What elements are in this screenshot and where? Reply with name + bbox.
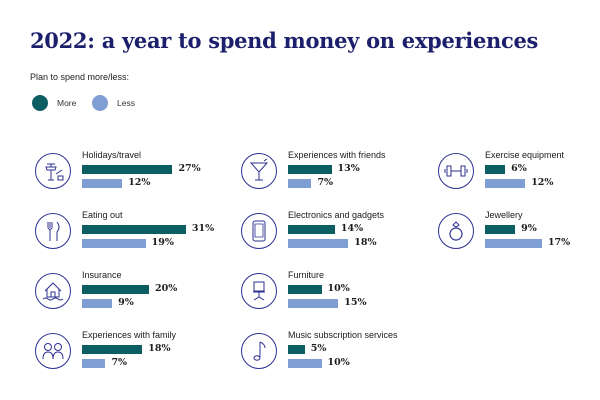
value-label-more: 9%	[521, 223, 537, 234]
category-label: Electronics and gadgets	[288, 210, 385, 220]
family-icon	[34, 332, 72, 370]
travel-icon	[34, 152, 72, 190]
category-label: Experiences with family	[82, 330, 177, 340]
bar-more	[82, 165, 173, 174]
legend-label-more: More	[57, 98, 77, 108]
value-label-less: 7%	[317, 177, 334, 188]
value-label-less: 18%	[354, 237, 377, 248]
bar-more	[288, 285, 322, 294]
value-label-more: 5%	[310, 343, 327, 354]
bar-more	[82, 285, 149, 294]
bar-more	[485, 165, 506, 174]
bar-more	[288, 345, 305, 354]
value-label-less: 7%	[111, 357, 128, 368]
cocktail-icon	[240, 152, 278, 190]
value-label-more: 14%	[340, 223, 364, 234]
category-label: Music subscription services	[288, 330, 398, 340]
ring-icon	[437, 212, 475, 250]
value-label-less: 12%	[128, 177, 151, 188]
value-label-less: 12%	[531, 177, 554, 188]
bar-less	[82, 299, 113, 308]
bar-more	[288, 225, 335, 234]
bar-less	[288, 359, 322, 368]
value-label-less: 10%	[327, 357, 350, 368]
value-label-more: 20%	[155, 283, 178, 294]
category-label: Experiences with friends	[288, 150, 386, 160]
category-experiences-with-family: Experiences with family 18% 7%	[34, 330, 224, 382]
music-note-icon	[240, 332, 278, 370]
bar-less	[82, 179, 123, 188]
bar-less	[82, 359, 106, 368]
value-label-less: 17%	[547, 237, 571, 248]
value-label-less: 19%	[151, 237, 174, 248]
category-exercise-equipment: Exercise equipment 6% 12%	[437, 150, 600, 202]
bar-less	[288, 179, 312, 188]
bar-less	[485, 239, 542, 248]
value-label-more: 27%	[178, 163, 201, 174]
bar-more	[288, 165, 332, 174]
value-label-more: 31%	[191, 223, 215, 234]
category-label: Jewellery	[485, 210, 523, 220]
legend-swatch-less	[92, 95, 108, 111]
legend-title: Plan to spend more/less:	[30, 72, 130, 82]
value-label-less: 15%	[344, 297, 367, 308]
chart-title: 2022: a year to spend money on experienc…	[30, 28, 539, 53]
bar-less	[82, 239, 146, 248]
category-label: Exercise equipment	[485, 150, 565, 160]
category-music-subscription-services: Music subscription services 5% 10%	[240, 330, 430, 382]
dumbbell-icon	[437, 152, 475, 190]
category-label: Insurance	[82, 270, 122, 280]
value-label-more: 10%	[327, 283, 350, 294]
chair-icon	[240, 272, 278, 310]
legend-item-more: More	[32, 95, 76, 111]
category-eating-out: Eating out 31% 19%	[34, 210, 224, 262]
tablet-icon	[240, 212, 278, 250]
cutlery-icon	[34, 212, 72, 250]
bar-more	[82, 225, 186, 234]
value-label-more: 18%	[148, 343, 171, 354]
house-icon	[34, 272, 72, 310]
category-label: Eating out	[82, 210, 123, 220]
category-holidays-travel: Holidays/travel 27% 12%	[34, 150, 224, 202]
value-label-more: 6%	[511, 163, 527, 174]
bar-more	[82, 345, 143, 354]
bar-less	[288, 299, 339, 308]
value-label-more: 13%	[337, 163, 360, 174]
bar-more	[485, 225, 516, 234]
category-label: Furniture	[288, 270, 325, 280]
value-label-less: 9%	[118, 297, 134, 308]
legend-label-less: Less	[117, 98, 135, 108]
category-furniture: Furniture 10% 15%	[240, 270, 430, 322]
category-jewellery: Jewellery 9% 17%	[437, 210, 600, 262]
legend-swatch-more	[32, 95, 48, 111]
legend-item-less: Less	[92, 95, 135, 111]
category-experiences-with-friends: Experiences with friends 13% 7%	[240, 150, 430, 202]
category-electronics-and-gadgets: Electronics and gadgets 14% 18%	[240, 210, 430, 262]
category-insurance: Insurance 20% 9%	[34, 270, 224, 322]
bar-less	[485, 179, 526, 188]
bar-less	[288, 239, 349, 248]
category-label: Holidays/travel	[82, 150, 142, 160]
